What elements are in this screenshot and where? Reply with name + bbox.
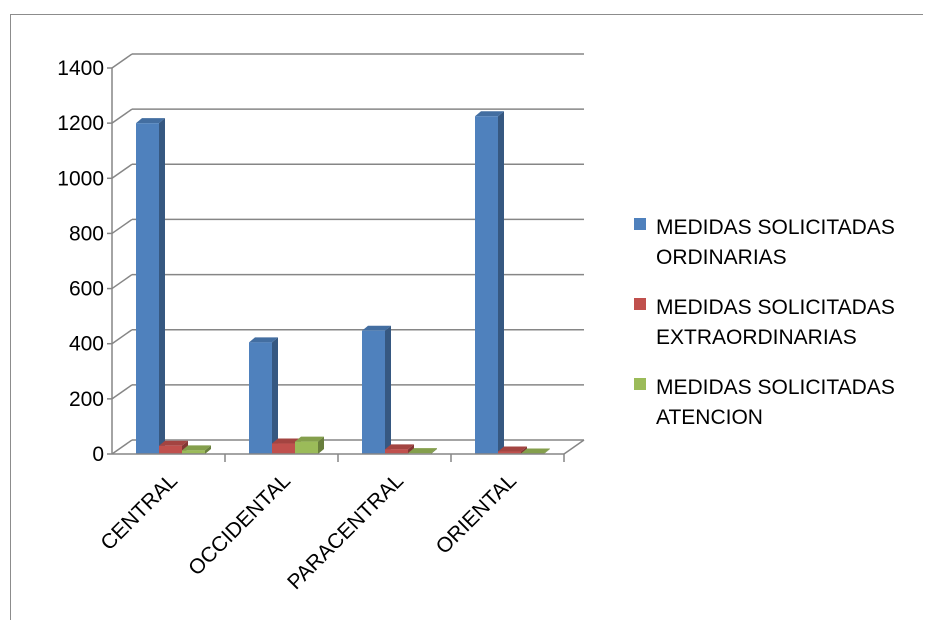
bar-oriental-1 [498,451,521,454]
bar-oriental-1-top [498,446,527,452]
y-tick-label: 400 [69,333,104,356]
bar-paracentral-0-side [385,325,391,454]
y-tick-label: 600 [69,278,104,301]
bar-occidental-1 [272,443,295,454]
x-category-label: CENTRAL [96,469,182,555]
grid-side-7 [111,53,133,69]
legend-swatch-atencion [634,378,646,390]
legend-label-atencion-line1: MEDIDAS SOLICITADAS [656,376,895,399]
x-category-label: ORIENTAL [432,469,521,558]
grid-side-1 [111,384,133,400]
x-category-label: PARACENTRAL [283,469,408,594]
bar-paracentral-1-side [408,444,414,454]
y-tick-label: 200 [69,388,104,411]
bar-central-0 [136,123,159,455]
bar-occidental-2-side [318,436,324,454]
bar-central-0-top [136,118,165,124]
bars-layer [136,111,550,455]
bar-central-2 [182,450,205,454]
y-tick-label: 1200 [57,112,104,135]
grid-layer [111,53,584,455]
bar-occidental-2 [295,441,318,454]
y-tick-label: 1000 [57,167,104,190]
bar-oriental-0-top [475,111,504,117]
bar-oriental-2-top [521,448,550,454]
legend-label-extraordinarias-line2: EXTRAORDINARIAS [656,326,857,349]
y-tick-label: 800 [69,222,104,245]
bar-paracentral-0 [362,330,385,454]
y-tick-label: 0 [92,443,104,466]
bar-central-2-top [182,445,211,451]
bar-oriental-2-side [544,448,550,454]
grid-side-6 [111,108,133,124]
bar-central-2-side [205,445,211,454]
bar-oriental-0-side [498,111,504,454]
bar-occidental-0-top [249,337,278,343]
bar-central-1-top [159,440,188,446]
legend-swatch-ordinarias [634,218,646,230]
y-tick-label: 1400 [57,57,104,80]
bar-central-0-side [159,118,165,455]
bar-occidental-0-side [272,337,278,454]
grid-side-5 [111,163,133,179]
bar-occidental-1-top [272,438,301,444]
grid-side-4 [111,218,133,235]
bar-paracentral-1 [385,449,408,454]
legend-label-atencion-line2: ATENCION [656,406,763,429]
chart-frame [10,14,923,620]
bar-paracentral-2-top [408,448,437,454]
legend-label-ordinarias-line2: ORDINARIAS [656,246,787,269]
grid-side-0 [111,439,133,455]
grid-side-3 [111,273,133,290]
bar-occidental-2-top [295,436,324,442]
bar-paracentral-0-top [362,325,391,331]
bar-oriental-0 [475,116,498,454]
bar-central-1 [159,445,182,454]
bar-paracentral-1-top [385,444,414,450]
legend-label-extraordinarias-line1: MEDIDAS SOLICITADAS [656,296,895,319]
bar-oriental-1-side [521,446,527,454]
grid-side-2 [111,329,133,345]
legend-label-ordinarias-line1: MEDIDAS SOLICITADAS [656,216,895,239]
bar-occidental-0 [249,342,272,454]
legend-swatch-extraordinarias [634,298,646,310]
bar-paracentral-2-side [431,448,437,454]
floor-right-edge [563,439,585,455]
legend: MEDIDAS SOLICITADAS ORDINARIAS MEDIDAS S… [634,216,895,429]
x-category-label: OCCIDENTAL [184,469,295,580]
